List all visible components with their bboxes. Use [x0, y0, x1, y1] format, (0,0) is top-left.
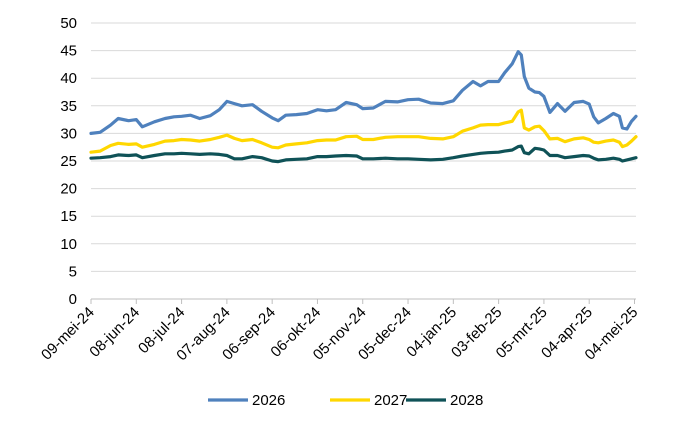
- y-tick-label: 0: [69, 291, 77, 308]
- series-lines: [89, 50, 638, 164]
- legend-label-2026: 2026: [252, 392, 285, 409]
- legend-label-2027: 2027: [374, 392, 407, 409]
- y-tick-label: 25: [60, 153, 77, 170]
- series-line-2027: [89, 108, 638, 154]
- y-tick-label: 35: [60, 98, 77, 115]
- y-tick-label: 50: [60, 15, 77, 32]
- y-tick-label: 20: [60, 181, 77, 198]
- gridlines: [91, 22, 636, 272]
- series-line-2026: [89, 50, 638, 135]
- y-tick-label: 15: [60, 208, 77, 225]
- legend-label-2028: 2028: [450, 392, 483, 409]
- y-tick-label: 45: [60, 43, 77, 60]
- y-tick-label: 10: [60, 236, 77, 253]
- y-tick-label: 40: [60, 70, 77, 87]
- legend: 2026 2027 2028: [208, 392, 483, 409]
- y-axis-ticks: 0 5 10 15 20 25 30 35 40 45 50: [60, 15, 77, 308]
- series-line-2028: [89, 144, 638, 164]
- y-tick-label: 30: [60, 125, 77, 142]
- y-tick-label: 5: [69, 263, 77, 280]
